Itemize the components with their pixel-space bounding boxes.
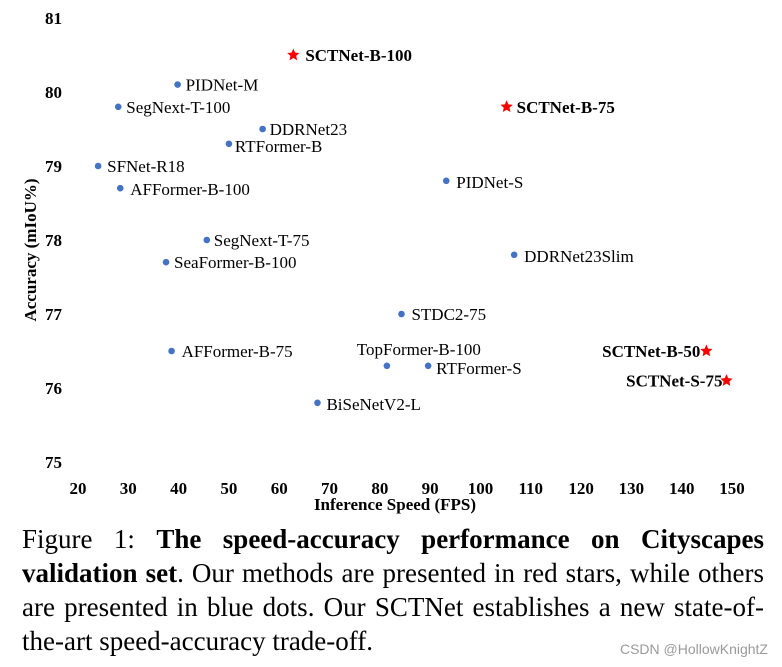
y-tick-label: 75 — [45, 453, 62, 472]
star-point-sctnet-b-50 — [700, 344, 713, 357]
point-label-ddrnet23: DDRNet23 — [270, 120, 347, 139]
dot-point-bisenetv2-l — [314, 399, 321, 407]
x-tick-label: 30 — [120, 479, 137, 498]
data-points — [94, 48, 733, 407]
dot-point-seaformer-b-100 — [162, 258, 170, 266]
dot-point-ddrnet23slim — [510, 251, 518, 259]
caption-bold: The speed-accuracy performance on Citysc… — [22, 524, 764, 588]
dot-point-segnext-t-100 — [114, 103, 122, 111]
y-tick-label: 80 — [45, 83, 62, 102]
point-label-afformer-b-75: AFFormer-B-75 — [182, 342, 293, 361]
dot-point-topformer-b-100 — [383, 362, 391, 370]
x-tick-label: 40 — [170, 479, 187, 498]
point-label-seaformer-b-100: SeaFormer-B-100 — [174, 253, 296, 272]
point-label-ddrnet23slim: DDRNet23Slim — [524, 247, 634, 266]
star-point-sctnet-b-100 — [287, 48, 300, 61]
point-label-segnext-t-75: SegNext-T-75 — [214, 231, 310, 250]
dot-point-ddrnet23 — [259, 125, 266, 133]
x-axis-title: Inference Speed (FPS) — [314, 495, 476, 514]
x-tick-label: 130 — [619, 479, 645, 498]
y-tick-label: 77 — [45, 305, 63, 324]
dot-point-pidnet-m — [174, 81, 181, 88]
x-tick-label: 140 — [669, 479, 695, 498]
point-label-topformer-b-100: TopFormer-B-100 — [357, 340, 481, 359]
point-label-sctnet-b-50: SCTNet-B-50 — [602, 342, 700, 361]
point-label-sctnet-s-75: SCTNet-S-75 — [626, 372, 722, 391]
dot-point-afformer-b-75 — [168, 347, 175, 355]
point-label-bisenetv2-l: BiSeNetV2-L — [326, 395, 420, 414]
caption-prefix: Figure 1: — [22, 524, 157, 554]
y-tick-label: 79 — [45, 157, 62, 176]
x-tick-label: 20 — [70, 479, 87, 498]
dot-point-rtformer-s — [424, 362, 432, 370]
x-tick-label: 90 — [422, 479, 439, 498]
y-tick-label: 81 — [45, 9, 62, 28]
point-label-sfnet-r18: SFNet-R18 — [107, 157, 184, 176]
x-tick-label: 120 — [568, 479, 594, 498]
x-tick-label: 150 — [719, 479, 745, 498]
x-tick-label: 50 — [220, 479, 237, 498]
y-axis-title: Accuracy (mIoU%) — [21, 178, 40, 321]
star-point-sctnet-s-75 — [720, 374, 733, 386]
x-tick-label: 80 — [371, 479, 388, 498]
scatter-chart: 20 30 40 50 60 70 80 90 100 110 120 130 140 150 75 76 77… — [21, 9, 745, 514]
caption-rest: . Our methods are presented in red stars… — [22, 558, 764, 656]
star-point-sctnet-b-75 — [500, 100, 513, 113]
point-label-rtformer-s: RTFormer-S — [436, 359, 522, 378]
x-tick-label: 70 — [321, 479, 338, 498]
point-label-pidnet-s: PIDNet-S — [456, 173, 523, 192]
point-label-afformer-b-100: AFFormer-B-100 — [130, 180, 250, 199]
y-tick-label: 78 — [45, 231, 62, 250]
point-label-segnext-t-100: SegNext-T-100 — [126, 98, 230, 117]
x-tick-label: 100 — [468, 479, 494, 498]
watermark-text: CSDN @HollowKnightZ — [619, 641, 768, 657]
point-label-rtformer-b: RTFormer-B — [235, 137, 322, 156]
x-tick-label: 60 — [271, 479, 288, 498]
figure-caption: Figure 1: The speed-accuracy performance… — [22, 522, 764, 658]
dot-point-pidnet-s — [442, 177, 450, 185]
dot-point-rtformer-b — [225, 140, 233, 148]
dot-point-stdc2-75 — [398, 310, 405, 318]
point-label-sctnet-b-75: SCTNet-B-75 — [517, 98, 615, 117]
dot-point-afformer-b-100 — [116, 184, 124, 192]
y-tick-label: 76 — [45, 379, 62, 398]
point-label-sctnet-b-100: SCTNet-B-100 — [305, 46, 412, 65]
point-label-pidnet-m: PIDNet-M — [186, 76, 259, 95]
axes: 20 30 40 50 60 70 80 90 100 110 120 130 140 150 75 76 77… — [21, 9, 745, 514]
point-label-stdc2-75: STDC2-75 — [411, 305, 486, 324]
dot-point-sfnet-r18 — [94, 162, 102, 170]
x-tick-label: 110 — [518, 479, 543, 498]
dot-point-segnext-t-75 — [203, 236, 211, 244]
